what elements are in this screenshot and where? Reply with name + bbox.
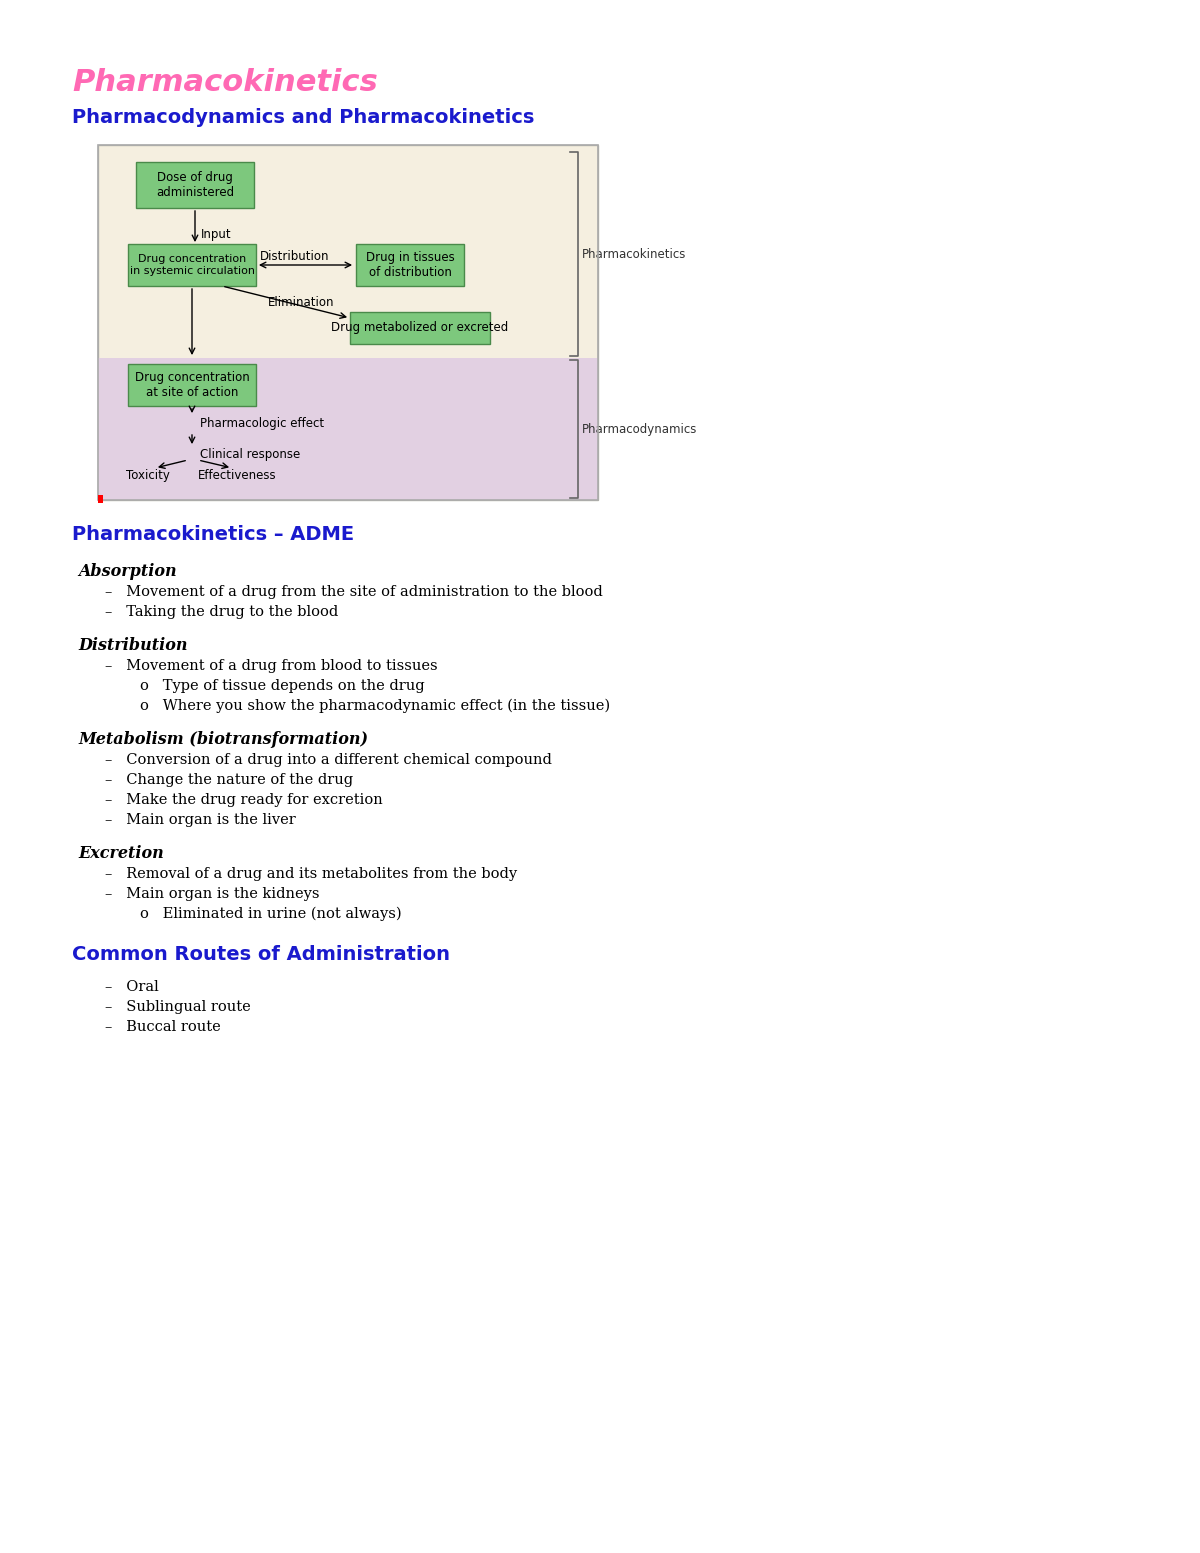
FancyBboxPatch shape	[128, 363, 256, 405]
Text: Absorption: Absorption	[78, 564, 176, 579]
Text: o   Where you show the pharmacodynamic effect (in the tissue): o Where you show the pharmacodynamic eff…	[140, 699, 610, 713]
Text: Pharmacokinetics: Pharmacokinetics	[582, 247, 686, 261]
Text: –   Conversion of a drug into a different chemical compound: – Conversion of a drug into a different …	[106, 753, 552, 767]
Text: Pharmacokinetics – ADME: Pharmacokinetics – ADME	[72, 525, 354, 544]
Text: o   Eliminated in urine (not always): o Eliminated in urine (not always)	[140, 907, 402, 921]
Text: –   Main organ is the kidneys: – Main organ is the kidneys	[106, 887, 319, 901]
Text: Excretion: Excretion	[78, 845, 163, 862]
FancyBboxPatch shape	[98, 144, 598, 500]
Text: –   Movement of a drug from blood to tissues: – Movement of a drug from blood to tissu…	[106, 658, 438, 672]
Text: Pharmacodynamics and Pharmacokinetics: Pharmacodynamics and Pharmacokinetics	[72, 109, 534, 127]
Text: –   Sublingual route: – Sublingual route	[106, 1000, 251, 1014]
Text: Clinical response: Clinical response	[200, 447, 300, 461]
Text: –   Removal of a drug and its metabolites from the body: – Removal of a drug and its metabolites …	[106, 867, 517, 881]
Text: Effectiveness: Effectiveness	[198, 469, 276, 481]
Text: Drug concentration
at site of action: Drug concentration at site of action	[134, 371, 250, 399]
Text: Pharmacokinetics: Pharmacokinetics	[72, 68, 378, 96]
Text: Metabolism (biotransformation): Metabolism (biotransformation)	[78, 731, 368, 749]
Text: –   Movement of a drug from the site of administration to the blood: – Movement of a drug from the site of ad…	[106, 585, 602, 599]
Text: Pharmacodynamics: Pharmacodynamics	[582, 422, 697, 435]
Text: Distribution: Distribution	[260, 250, 330, 264]
Text: –   Make the drug ready for excretion: – Make the drug ready for excretion	[106, 794, 383, 808]
Text: –   Taking the drug to the blood: – Taking the drug to the blood	[106, 606, 338, 620]
FancyBboxPatch shape	[356, 244, 464, 286]
Text: o   Type of tissue depends on the drug: o Type of tissue depends on the drug	[140, 679, 425, 693]
FancyBboxPatch shape	[136, 162, 254, 208]
Bar	[98, 495, 103, 503]
Bar	[98, 144, 598, 500]
FancyBboxPatch shape	[128, 244, 256, 286]
Text: Drug metabolized or excreted: Drug metabolized or excreted	[331, 321, 509, 334]
Text: Distribution: Distribution	[78, 637, 187, 654]
Text: –   Buccal route: – Buccal route	[106, 1020, 221, 1034]
FancyBboxPatch shape	[350, 312, 490, 345]
Text: Toxicity: Toxicity	[126, 469, 170, 481]
Text: Pharmacologic effect: Pharmacologic effect	[200, 418, 324, 430]
Text: –   Oral: – Oral	[106, 980, 158, 994]
Text: Drug in tissues
of distribution: Drug in tissues of distribution	[366, 252, 455, 280]
Text: Drug concentration
in systemic circulation: Drug concentration in systemic circulati…	[130, 255, 254, 276]
Text: Elimination: Elimination	[268, 297, 335, 309]
Text: –   Change the nature of the drug: – Change the nature of the drug	[106, 773, 353, 787]
Text: Common Routes of Administration: Common Routes of Administration	[72, 944, 450, 964]
FancyBboxPatch shape	[98, 359, 598, 500]
Text: –   Main organ is the liver: – Main organ is the liver	[106, 814, 295, 828]
Text: Dose of drug
administered: Dose of drug administered	[156, 171, 234, 199]
Text: Input: Input	[200, 228, 232, 242]
